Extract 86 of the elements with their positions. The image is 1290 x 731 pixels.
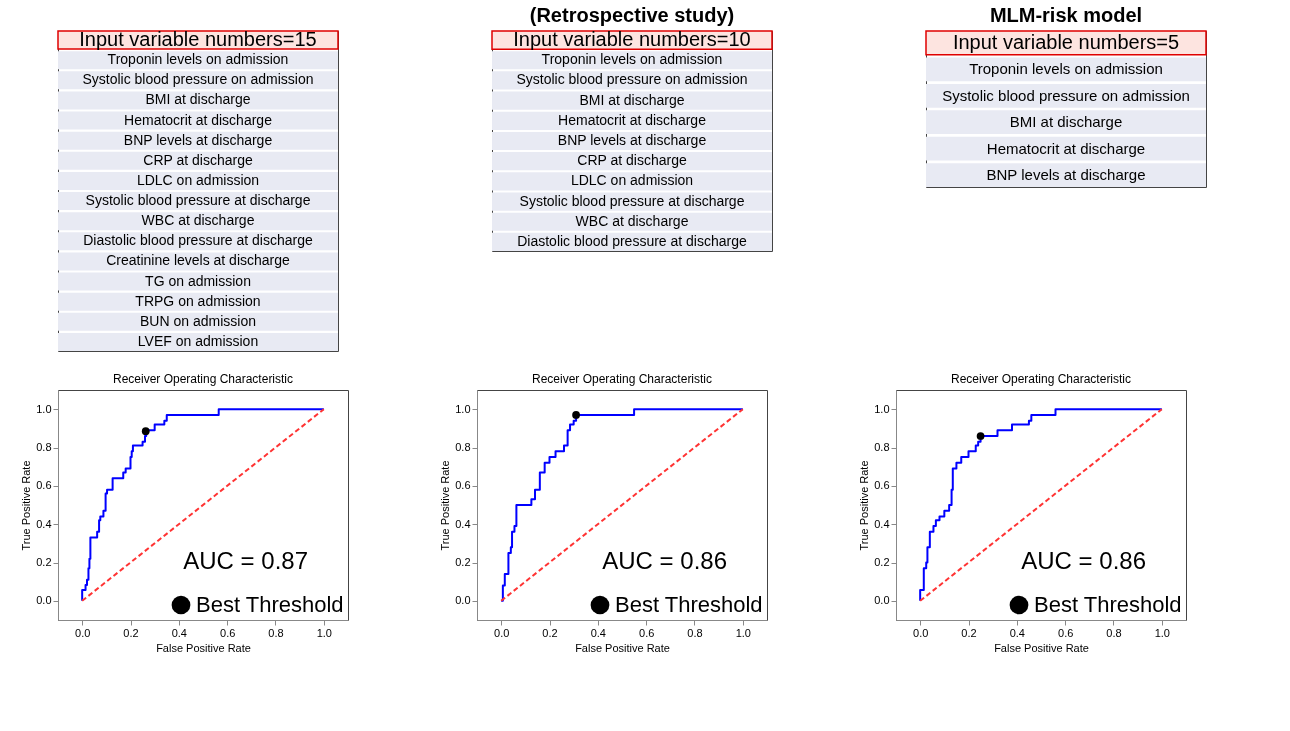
y-tick-label: 0.6 bbox=[874, 479, 890, 492]
annotation: AUC = 0.86 bbox=[602, 547, 727, 574]
text: Systolic blood pressure at discharge bbox=[85, 192, 311, 209]
y-tick-label: 1.0 bbox=[874, 402, 890, 415]
text: Input variable numbers=5 bbox=[952, 30, 1180, 53]
text: WBC at discharge bbox=[575, 212, 689, 229]
text: LDLC on admission bbox=[570, 172, 694, 189]
text: (Retrospective study) bbox=[529, 4, 735, 27]
x-tick-label: 0.6 bbox=[220, 626, 236, 639]
y-tick-label: 0.8 bbox=[36, 441, 52, 453]
text: Troponin levels on admission bbox=[107, 51, 289, 68]
y-axis-title: True Positive Rate bbox=[858, 460, 871, 551]
text: Troponin levels on admission bbox=[969, 60, 1163, 78]
text: Systolic blood pressure on admission bbox=[516, 71, 748, 88]
y-tick-label: 0.2 bbox=[455, 556, 471, 568]
text: Systolic blood pressure on admission bbox=[82, 71, 314, 88]
text: Hematocrit at discharge bbox=[986, 139, 1146, 157]
x-tick-label: 0.2 bbox=[542, 626, 558, 639]
x-axis-title: False Positive Rate bbox=[156, 641, 251, 654]
x-tick-label: 0.4 bbox=[1009, 626, 1025, 639]
x-axis-title: False Positive Rate bbox=[575, 641, 670, 654]
chart-title: Receiver Operating Characteristic bbox=[950, 372, 1132, 386]
x-tick-label: 1.0 bbox=[735, 626, 751, 639]
y-tick-label: 0.8 bbox=[455, 441, 471, 453]
text: CRP at discharge bbox=[143, 151, 253, 168]
text: Diastolic blood pressure at discharge bbox=[517, 232, 747, 249]
text: Creatinine levels at discharge bbox=[106, 252, 291, 269]
y-axis-title: True Positive Rate bbox=[20, 460, 33, 551]
y-tick-label: 0.4 bbox=[36, 517, 52, 530]
x-axis-title: False Positive Rate bbox=[994, 641, 1089, 654]
y-tick-label: 0.0 bbox=[874, 594, 890, 607]
x-tick-label: 0.8 bbox=[268, 626, 284, 639]
text: CRP at discharge bbox=[577, 152, 687, 169]
x-tick-label: 1.0 bbox=[316, 626, 332, 639]
x-tick-label: 0.4 bbox=[171, 626, 187, 639]
x-tick-label: 0.0 bbox=[494, 626, 510, 639]
chart-title: Receiver Operating Characteristic bbox=[112, 372, 294, 386]
text: MLM-risk model bbox=[989, 4, 1143, 27]
text: BMI at discharge bbox=[145, 91, 251, 108]
text: LVEF on admission bbox=[137, 332, 259, 349]
text: BUN on admission bbox=[140, 312, 256, 329]
text: Input variable numbers=15 bbox=[79, 28, 317, 51]
text: WBC at discharge bbox=[141, 212, 255, 229]
y-tick-label: 0.0 bbox=[36, 594, 52, 607]
x-tick-label: 0.6 bbox=[1058, 626, 1074, 639]
text: TRPG on admission bbox=[135, 292, 261, 309]
legend-label: Best Threshold bbox=[196, 592, 344, 617]
text: BMI at discharge bbox=[579, 91, 685, 108]
text: Hematocrit at discharge bbox=[558, 111, 707, 128]
legend-label: Best Threshold bbox=[1034, 592, 1182, 617]
text: Systolic blood pressure at discharge bbox=[519, 192, 745, 209]
text: Systolic blood pressure on admission bbox=[942, 86, 1190, 104]
x-tick-label: 0.4 bbox=[590, 626, 606, 639]
y-tick-label: 0.4 bbox=[874, 517, 890, 530]
text: BMI at discharge bbox=[1009, 113, 1123, 131]
x-tick-label: 1.0 bbox=[1154, 626, 1170, 639]
y-tick-label: 1.0 bbox=[36, 402, 52, 415]
y-tick-label: 0.2 bbox=[36, 556, 52, 568]
y-tick-label: 0.6 bbox=[455, 479, 471, 492]
legend-label: Best Threshold bbox=[615, 592, 763, 617]
annotation: AUC = 0.86 bbox=[1021, 547, 1146, 574]
text: Troponin levels on admission bbox=[541, 51, 723, 68]
x-tick-label: 0.6 bbox=[639, 626, 655, 639]
text: BNP levels at discharge bbox=[557, 132, 707, 148]
text: TG on admission bbox=[145, 272, 251, 289]
x-tick-label: 0.8 bbox=[1106, 626, 1122, 639]
x-tick-label: 0.2 bbox=[123, 626, 139, 639]
x-tick-label: 0.0 bbox=[75, 626, 91, 639]
y-tick-label: 0.2 bbox=[874, 556, 890, 568]
y-tick-label: 0.4 bbox=[455, 517, 471, 530]
y-tick-label: 0.0 bbox=[455, 594, 471, 607]
y-tick-label: 0.8 bbox=[874, 441, 890, 453]
y-tick-label: 0.6 bbox=[36, 479, 52, 492]
text: LDLC on admission bbox=[136, 171, 260, 188]
text: Input variable numbers=10 bbox=[513, 28, 751, 51]
chart-title: Receiver Operating Characteristic bbox=[531, 372, 713, 386]
y-tick-label: 1.0 bbox=[455, 402, 471, 415]
text: Hematocrit at discharge bbox=[124, 111, 273, 128]
x-tick-label: 0.8 bbox=[687, 626, 703, 639]
text: BNP levels at discharge bbox=[123, 131, 273, 148]
text: Diastolic blood pressure at discharge bbox=[83, 232, 313, 249]
x-tick-label: 0.2 bbox=[961, 626, 977, 639]
x-tick-label: 0.0 bbox=[913, 626, 929, 639]
annotation: AUC = 0.87 bbox=[183, 547, 308, 574]
y-axis-title: True Positive Rate bbox=[439, 460, 452, 551]
text: BNP levels at discharge bbox=[986, 166, 1146, 184]
